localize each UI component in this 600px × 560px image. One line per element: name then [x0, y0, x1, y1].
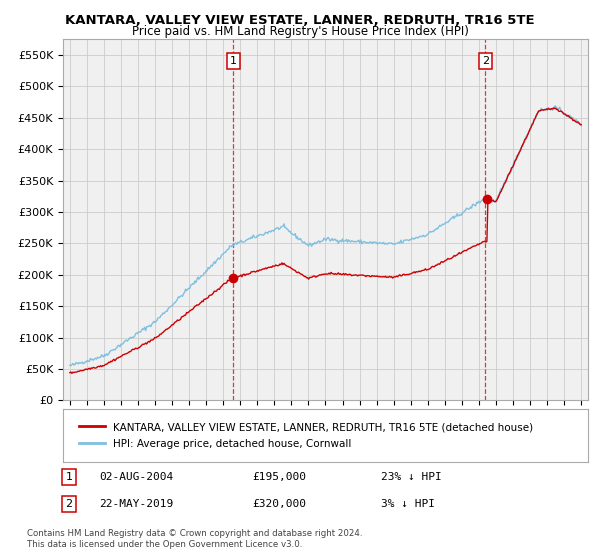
Text: £320,000: £320,000	[252, 499, 306, 509]
Text: 1: 1	[230, 56, 236, 66]
Text: KANTARA, VALLEY VIEW ESTATE, LANNER, REDRUTH, TR16 5TE: KANTARA, VALLEY VIEW ESTATE, LANNER, RED…	[65, 14, 535, 27]
Text: Price paid vs. HM Land Registry's House Price Index (HPI): Price paid vs. HM Land Registry's House …	[131, 25, 469, 38]
Text: 23% ↓ HPI: 23% ↓ HPI	[381, 472, 442, 482]
Text: 3% ↓ HPI: 3% ↓ HPI	[381, 499, 435, 509]
Text: 22-MAY-2019: 22-MAY-2019	[99, 499, 173, 509]
Text: £195,000: £195,000	[252, 472, 306, 482]
Legend: KANTARA, VALLEY VIEW ESTATE, LANNER, REDRUTH, TR16 5TE (detached house), HPI: Av: KANTARA, VALLEY VIEW ESTATE, LANNER, RED…	[73, 417, 538, 454]
Text: 2: 2	[482, 56, 489, 66]
Text: 2: 2	[65, 499, 73, 509]
Text: 02-AUG-2004: 02-AUG-2004	[99, 472, 173, 482]
Text: Contains HM Land Registry data © Crown copyright and database right 2024.: Contains HM Land Registry data © Crown c…	[27, 529, 362, 538]
Text: 1: 1	[65, 472, 73, 482]
Text: This data is licensed under the Open Government Licence v3.0.: This data is licensed under the Open Gov…	[27, 540, 302, 549]
